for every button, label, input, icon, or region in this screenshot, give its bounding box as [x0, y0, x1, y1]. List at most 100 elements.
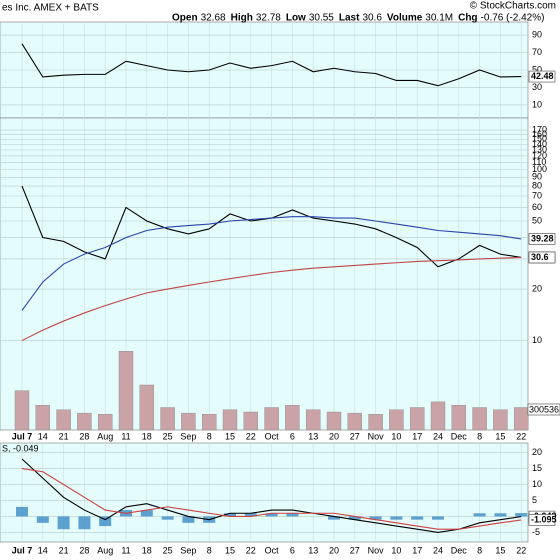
x-tick-label: Sep	[180, 431, 196, 441]
y-tick-label: 30	[532, 82, 542, 92]
y-tick-label: 70	[532, 190, 542, 200]
x-tick-label: 22	[516, 545, 526, 555]
histogram-bar	[328, 516, 340, 520]
x-tick-label: Dec	[451, 545, 468, 555]
x-tick-label: 8	[207, 545, 212, 555]
histogram-bar	[432, 516, 444, 520]
x-tick-label: Nov	[368, 431, 385, 441]
x-tick-label: 20	[329, 545, 339, 555]
x-tick-label: Oct	[265, 431, 280, 441]
y-tick-label: 80	[532, 180, 542, 190]
x-tick-label: 17	[412, 431, 422, 441]
y-tick-label: -5	[532, 527, 540, 537]
x-tick-label: 15	[495, 431, 505, 441]
volume-bar	[222, 409, 238, 431]
volume-label: 300536	[529, 404, 559, 414]
volume-bar	[181, 412, 196, 431]
series-line	[21, 256, 522, 342]
x-tick-label: 21	[59, 431, 69, 441]
volume-bar	[243, 411, 259, 431]
x-tick-label: 13	[308, 545, 318, 555]
y-tick-label: 10	[532, 335, 542, 345]
x-tick-label: 22	[246, 545, 256, 555]
volume-bar	[201, 414, 217, 431]
y-tick-label: 10	[532, 479, 542, 489]
histogram-bar	[369, 516, 382, 520]
volume-bar	[368, 414, 383, 431]
histogram-bar	[348, 516, 361, 520]
x-tick-label: 6	[290, 431, 295, 441]
stat-value: -0.76 (-2.42%)	[481, 13, 545, 24]
histogram-bar	[36, 516, 49, 523]
volume-bar	[118, 351, 134, 431]
x-tick-label: 15	[495, 545, 505, 555]
y-tick-label: 20	[532, 283, 542, 293]
histogram-bar	[161, 516, 174, 520]
x-tick-label: 22	[246, 431, 256, 441]
x-tick-label: 28	[79, 431, 89, 441]
x-tick-label: 10	[391, 545, 401, 555]
stat-label: Volume	[387, 13, 423, 24]
stat-value: 32.78	[256, 13, 281, 24]
x-tick-label: 24	[433, 545, 443, 555]
x-tick-label: 24	[433, 431, 443, 441]
series-line	[21, 458, 522, 533]
last-value: -1.095	[531, 514, 557, 524]
x-tick-label: 18	[142, 545, 152, 555]
y-tick-label: 170	[532, 124, 547, 134]
x-tick-label: 20	[329, 431, 339, 441]
symbol: es Inc. AMEX + BATS	[2, 3, 99, 14]
x-tick-label: 8	[477, 431, 482, 441]
x-tick-label: Sep	[180, 545, 196, 555]
last-value: 39.28	[531, 233, 554, 243]
histogram-bar	[515, 513, 528, 517]
series-line	[21, 216, 522, 311]
histogram-bar	[57, 516, 70, 530]
x-tick-label: Jul 7	[12, 545, 33, 555]
macd-label: S, -0.049	[2, 443, 39, 453]
volume-bar	[35, 405, 50, 431]
stat-value: 30.6	[362, 13, 382, 24]
x-tick-label: 25	[163, 545, 173, 555]
x-tick-label: 6	[290, 545, 295, 555]
histogram-bar	[224, 513, 236, 517]
volume-bar	[347, 412, 362, 431]
x-tick-label: 11	[121, 545, 130, 555]
histogram-bar	[182, 516, 195, 523]
y-tick-label: 100	[532, 164, 547, 174]
x-tick-label: 8	[477, 545, 482, 555]
stat-value: 30.55	[309, 13, 334, 24]
volume-bar	[326, 411, 342, 431]
y-tick-label: 130	[532, 144, 547, 154]
stat-value: 30.1M	[425, 13, 453, 24]
x-tick-label: 15	[225, 545, 235, 555]
histogram-bar	[390, 516, 403, 520]
x-tick-label: 27	[350, 431, 360, 441]
volume-bar	[160, 407, 175, 431]
x-tick-label: 21	[59, 545, 69, 555]
y-tick-label: 20	[532, 447, 542, 457]
volume-bar	[430, 401, 446, 431]
histogram-bar	[244, 513, 257, 517]
stat-label: Low	[286, 13, 306, 24]
volume-bar	[14, 390, 30, 431]
last-box	[528, 233, 556, 245]
histogram-bar	[16, 506, 28, 517]
x-tick-label: 17	[412, 545, 422, 555]
stat-value: 32.68	[201, 13, 226, 24]
x-tick-label: 13	[308, 431, 318, 441]
x-tick-label: 15	[225, 431, 235, 441]
volume-bar	[264, 407, 279, 431]
x-tick-label: 28	[79, 545, 89, 555]
x-tick-label: Oct	[265, 545, 280, 555]
stat-label: High	[231, 13, 253, 24]
x-tick-label: 25	[163, 431, 173, 441]
x-tick-label: 8	[207, 431, 212, 441]
histogram-bar	[411, 516, 424, 520]
histogram-bar	[99, 516, 112, 527]
series-line	[21, 43, 522, 87]
volume-bar	[389, 409, 404, 431]
last-box	[528, 70, 556, 83]
volume-bar	[97, 414, 113, 431]
